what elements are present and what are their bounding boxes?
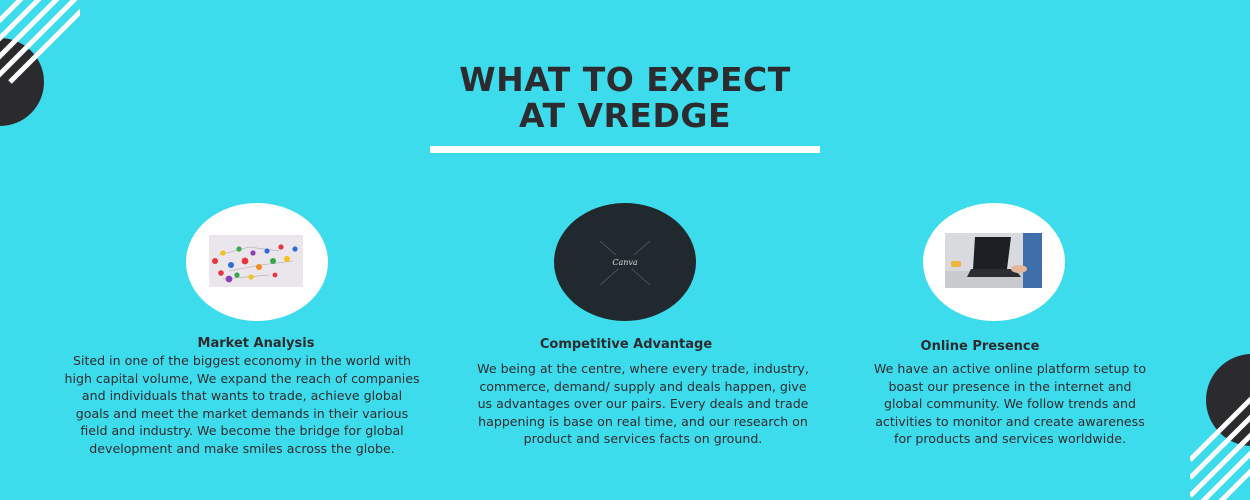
page-title: WHAT TO EXPECT AT VREDGE (0, 62, 1250, 134)
market-analysis-image-circle (186, 203, 328, 321)
pawn-network-photo (209, 235, 303, 287)
page-title-line-1: WHAT TO EXPECT (459, 60, 791, 99)
competitive-advantage-heading: Competitive Advantage (539, 337, 713, 352)
online-presence-image-circle (923, 203, 1065, 321)
market-analysis-text: Sited in one of the biggest economy in t… (64, 353, 420, 456)
title-underline (430, 146, 820, 153)
decoration-top-left (0, 0, 80, 140)
canva-placeholder: Canva (599, 240, 651, 286)
canva-watermark-text: Canva (612, 258, 638, 267)
laptop-photo (945, 233, 1042, 288)
competitive-advantage-text: We being at the centre, where every trad… (477, 361, 809, 446)
competitive-advantage-image-circle: Canva (554, 203, 696, 321)
online-presence-heading: Online Presence (920, 339, 1040, 354)
online-presence-text: We have an active online platform setup … (873, 361, 1147, 446)
market-analysis-heading: Market Analysis (197, 336, 315, 351)
page-title-line-2: AT VREDGE (519, 96, 731, 135)
decoration-bottom-right (1190, 340, 1250, 500)
